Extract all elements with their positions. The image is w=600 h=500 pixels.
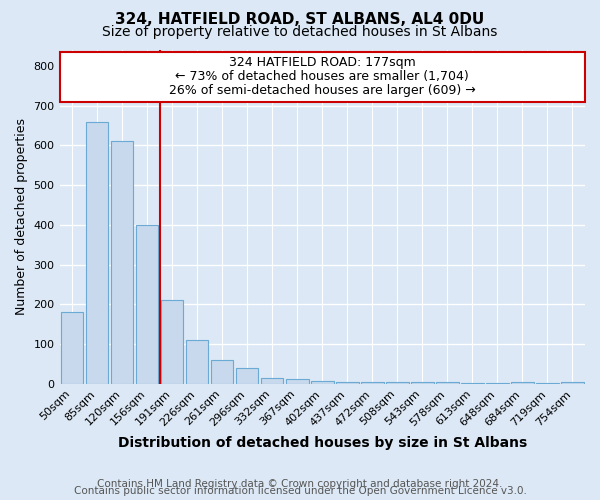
Y-axis label: Number of detached properties: Number of detached properties <box>15 118 28 316</box>
Bar <box>361 382 383 384</box>
Bar <box>236 368 259 384</box>
Bar <box>511 382 534 384</box>
Text: Size of property relative to detached houses in St Albans: Size of property relative to detached ho… <box>103 25 497 39</box>
Text: ← 73% of detached houses are smaller (1,704): ← 73% of detached houses are smaller (1,… <box>175 70 469 84</box>
Bar <box>61 312 83 384</box>
Bar <box>261 378 283 384</box>
Bar <box>536 383 559 384</box>
Bar <box>286 379 308 384</box>
Bar <box>186 340 208 384</box>
Bar <box>561 382 584 384</box>
Bar <box>211 360 233 384</box>
Bar <box>436 382 458 384</box>
Bar <box>461 383 484 384</box>
Bar <box>136 225 158 384</box>
Bar <box>486 383 509 384</box>
Bar <box>336 382 359 384</box>
Text: Contains public sector information licensed under the Open Government Licence v3: Contains public sector information licen… <box>74 486 526 496</box>
Bar <box>311 380 334 384</box>
Bar <box>111 142 133 384</box>
Bar <box>386 382 409 384</box>
FancyBboxPatch shape <box>59 52 585 102</box>
Bar <box>411 382 434 384</box>
X-axis label: Distribution of detached houses by size in St Albans: Distribution of detached houses by size … <box>118 436 527 450</box>
Bar <box>86 122 109 384</box>
Bar <box>161 300 184 384</box>
Text: 26% of semi-detached houses are larger (609) →: 26% of semi-detached houses are larger (… <box>169 84 476 97</box>
Text: 324 HATFIELD ROAD: 177sqm: 324 HATFIELD ROAD: 177sqm <box>229 56 416 70</box>
Text: 324, HATFIELD ROAD, ST ALBANS, AL4 0DU: 324, HATFIELD ROAD, ST ALBANS, AL4 0DU <box>115 12 485 28</box>
Text: Contains HM Land Registry data © Crown copyright and database right 2024.: Contains HM Land Registry data © Crown c… <box>97 479 503 489</box>
